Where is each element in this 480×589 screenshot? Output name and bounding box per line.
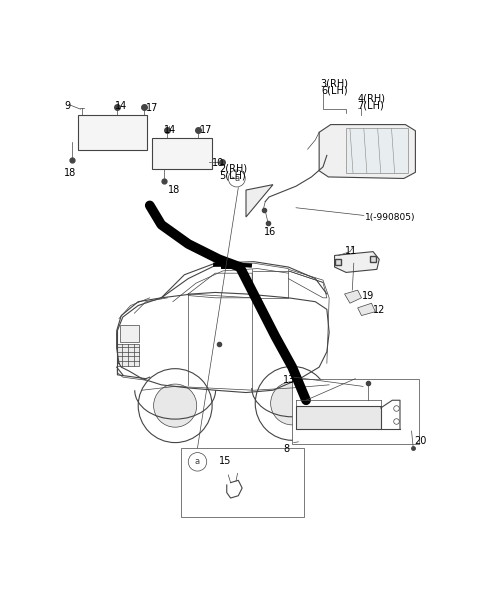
Bar bbox=[346, 128, 408, 173]
Bar bbox=[292, 379, 419, 444]
Text: a: a bbox=[195, 457, 200, 466]
Text: 6(LH): 6(LH) bbox=[321, 85, 348, 95]
Text: 18: 18 bbox=[64, 168, 76, 178]
Text: 17: 17 bbox=[146, 103, 158, 113]
Bar bbox=[152, 138, 212, 169]
Bar bbox=[296, 406, 381, 429]
Text: 20: 20 bbox=[414, 436, 426, 446]
Text: 7(LH): 7(LH) bbox=[358, 101, 384, 111]
Circle shape bbox=[255, 366, 329, 441]
Text: 2(RH): 2(RH) bbox=[219, 163, 247, 173]
Polygon shape bbox=[246, 184, 273, 217]
Text: 16: 16 bbox=[264, 227, 276, 237]
Text: 11: 11 bbox=[345, 246, 357, 256]
Text: 4(RH): 4(RH) bbox=[358, 94, 385, 104]
Text: 17: 17 bbox=[200, 125, 212, 134]
Text: 12: 12 bbox=[373, 305, 385, 315]
Circle shape bbox=[271, 382, 314, 425]
Circle shape bbox=[228, 170, 245, 187]
Polygon shape bbox=[358, 303, 375, 316]
Polygon shape bbox=[335, 252, 379, 273]
Circle shape bbox=[188, 452, 207, 471]
Polygon shape bbox=[319, 125, 415, 178]
Text: 18: 18 bbox=[168, 184, 180, 194]
Circle shape bbox=[154, 384, 197, 427]
Text: 13: 13 bbox=[283, 375, 295, 385]
Text: a: a bbox=[234, 174, 240, 183]
Text: 14: 14 bbox=[115, 101, 127, 111]
Polygon shape bbox=[345, 290, 361, 303]
Bar bbox=[78, 115, 147, 150]
Bar bbox=[180, 448, 304, 517]
Bar bbox=[118, 344, 139, 366]
Bar bbox=[120, 325, 139, 342]
Text: 5(LH): 5(LH) bbox=[219, 170, 246, 180]
Text: 19: 19 bbox=[361, 291, 374, 301]
Text: 10: 10 bbox=[212, 158, 224, 168]
Circle shape bbox=[138, 369, 212, 442]
Text: 8: 8 bbox=[283, 444, 289, 454]
Text: 15: 15 bbox=[219, 456, 231, 466]
Text: 1(-990805): 1(-990805) bbox=[365, 213, 416, 222]
Text: 9: 9 bbox=[64, 101, 71, 111]
Text: 14: 14 bbox=[164, 125, 176, 134]
Text: 3(RH): 3(RH) bbox=[321, 78, 348, 88]
